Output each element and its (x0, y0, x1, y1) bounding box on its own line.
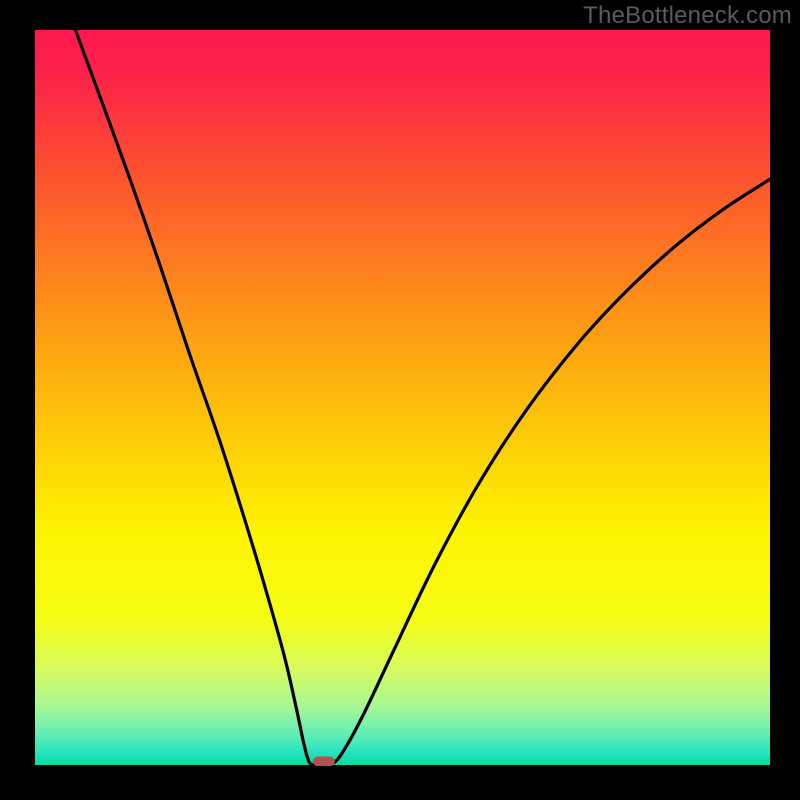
plot-area (35, 30, 770, 765)
optimal-point-marker (313, 757, 335, 767)
root-container: TheBottleneck.com (0, 0, 800, 800)
bottleneck-chart (0, 0, 800, 800)
watermark-text: TheBottleneck.com (583, 2, 792, 30)
